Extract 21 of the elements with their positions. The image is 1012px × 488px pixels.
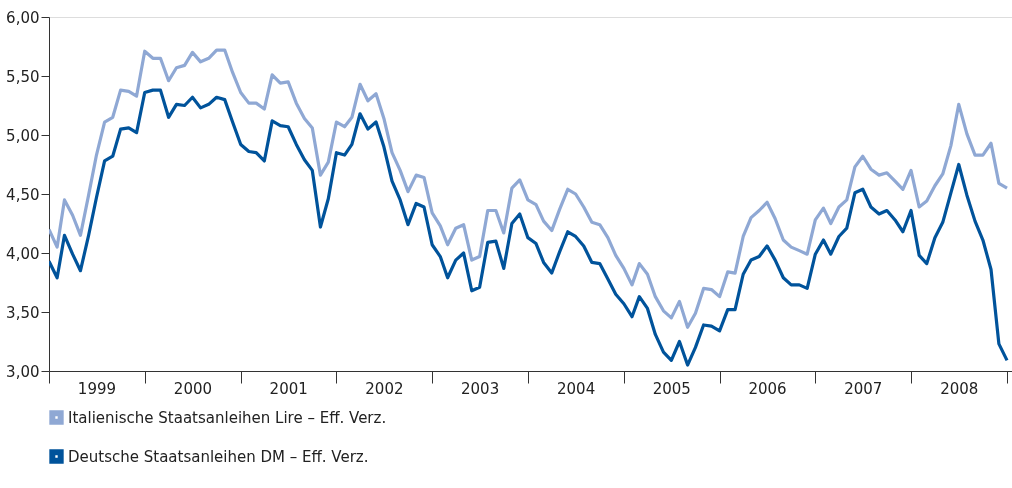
legend-label: Deutsche Staatsanleihen DM – Eff. Verz. — [68, 447, 369, 466]
y-tick-label: 4,00 — [6, 244, 40, 263]
y-tick-label: 5,50 — [6, 67, 40, 86]
line-series — [49, 88, 1009, 367]
x-tick-label: 2005 — [652, 379, 691, 398]
x-tick-label: 2004 — [557, 379, 596, 398]
y-tick-label: 5,00 — [6, 126, 40, 145]
x-tick-label: 2007 — [844, 379, 883, 398]
legend-label: Italienische Staatsanleihen Lire – Eff. Verz. — [68, 408, 387, 427]
y-tick-label: 6,00 — [6, 8, 40, 27]
y-tick-label: 4,50 — [6, 185, 40, 204]
line-series — [49, 48, 1009, 329]
x-tick-label: 1999 — [77, 379, 117, 398]
y-tick-label: 3,00 — [6, 362, 40, 381]
x-tick-label: 2003 — [461, 379, 500, 398]
x-tick-label: 2002 — [365, 379, 404, 398]
x-tick-label: 2006 — [748, 379, 787, 398]
x-tick-label: 2001 — [269, 379, 308, 398]
y-tick-label: 3,50 — [6, 303, 40, 322]
x-tick-label: 2000 — [173, 379, 213, 398]
x-tick-label: 2008 — [940, 379, 979, 398]
